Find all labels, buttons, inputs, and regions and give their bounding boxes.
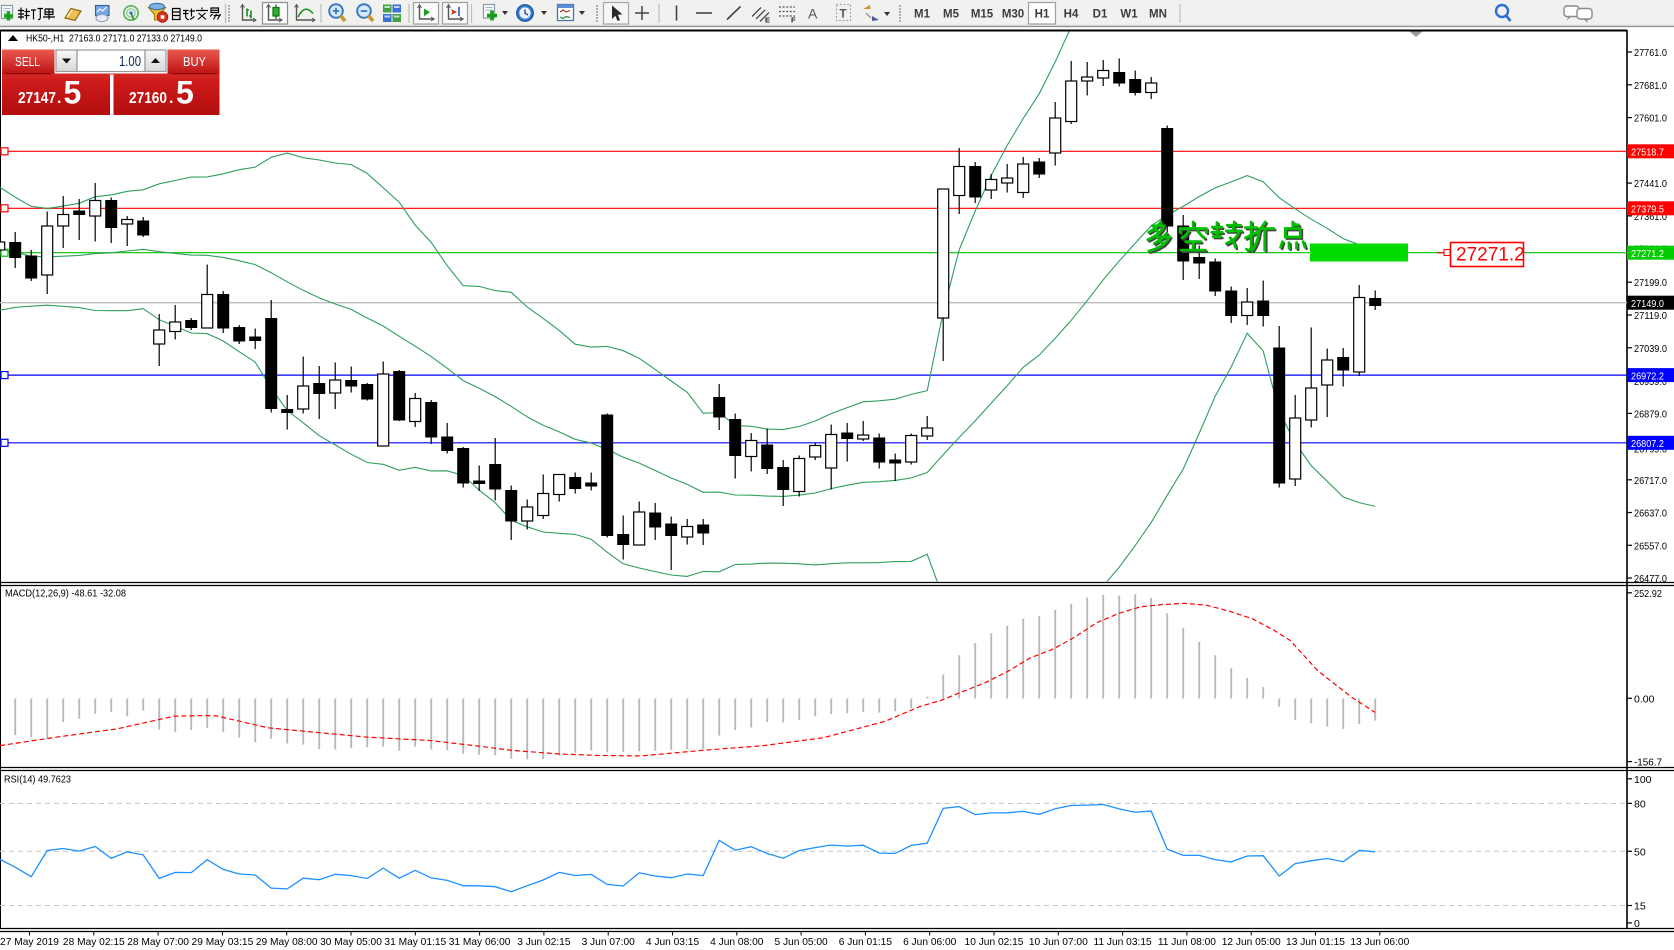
svg-text:E: E bbox=[765, 16, 770, 25]
svg-text:10 Jun 07:00: 10 Jun 07:00 bbox=[1029, 937, 1088, 948]
svg-text:27379.5: 27379.5 bbox=[1631, 204, 1664, 216]
svg-text:-156.7: -156.7 bbox=[1634, 757, 1662, 769]
svg-text:27441.0: 27441.0 bbox=[1634, 178, 1667, 190]
svg-text:100: 100 bbox=[1634, 774, 1652, 786]
svg-text:27149.0: 27149.0 bbox=[1631, 298, 1664, 310]
svg-text:10 Jun 02:15: 10 Jun 02:15 bbox=[965, 937, 1024, 948]
svg-text:29 May 03:15: 29 May 03:15 bbox=[192, 937, 254, 948]
svg-text:D1: D1 bbox=[1093, 9, 1108, 21]
svg-text:27271.2: 27271.2 bbox=[1456, 245, 1525, 266]
svg-text:27119.0: 27119.0 bbox=[1634, 310, 1667, 322]
svg-text:26637.0: 26637.0 bbox=[1634, 508, 1667, 520]
svg-text:1.00: 1.00 bbox=[119, 54, 141, 70]
svg-text:5: 5 bbox=[176, 75, 194, 111]
svg-text:RSI(14) 49.7623: RSI(14) 49.7623 bbox=[4, 774, 71, 786]
svg-text:T: T bbox=[840, 9, 847, 21]
svg-text:6 Jun 06:00: 6 Jun 06:00 bbox=[903, 937, 957, 948]
svg-text:H4: H4 bbox=[1064, 9, 1079, 21]
svg-text:6 Jun 01:15: 6 Jun 01:15 bbox=[839, 937, 893, 948]
svg-text:5: 5 bbox=[64, 75, 82, 111]
svg-text:252.92: 252.92 bbox=[1634, 588, 1662, 600]
svg-text:M5: M5 bbox=[943, 9, 960, 21]
svg-text:M15: M15 bbox=[971, 9, 994, 21]
svg-text:28 May 02:15: 28 May 02:15 bbox=[63, 937, 125, 948]
svg-text:15: 15 bbox=[1634, 901, 1646, 913]
svg-text:W1: W1 bbox=[1120, 9, 1138, 21]
svg-text:26477.0: 26477.0 bbox=[1634, 573, 1667, 585]
svg-text:11 Jun 03:15: 11 Jun 03:15 bbox=[1094, 937, 1152, 948]
svg-text:HK50-,H1 27163.0 27171.0 2713: HK50-,H1 27163.0 27171.0 27133.0 27149.0 bbox=[26, 33, 202, 45]
svg-text:M1: M1 bbox=[914, 9, 931, 21]
svg-text:30 May 05:00: 30 May 05:00 bbox=[320, 937, 382, 948]
svg-text:13 Jun 06:00: 13 Jun 06:00 bbox=[1350, 937, 1409, 948]
svg-text:27271.2: 27271.2 bbox=[1631, 248, 1664, 260]
svg-text:H1: H1 bbox=[1035, 9, 1050, 21]
svg-text:26879.0: 26879.0 bbox=[1634, 408, 1667, 420]
svg-text:11 Jun 08:00: 11 Jun 08:00 bbox=[1158, 937, 1216, 948]
svg-text:MN: MN bbox=[1149, 9, 1167, 21]
svg-text:27 May 2019: 27 May 2019 bbox=[0, 937, 59, 948]
svg-text:4 Jun 03:15: 4 Jun 03:15 bbox=[646, 937, 700, 948]
svg-text:31 May 06:00: 31 May 06:00 bbox=[449, 937, 511, 948]
svg-text:0: 0 bbox=[1634, 918, 1640, 930]
svg-text:26807.2: 26807.2 bbox=[1631, 438, 1664, 450]
svg-text:SELL: SELL bbox=[15, 54, 40, 69]
svg-text:F: F bbox=[791, 16, 796, 25]
svg-text:26972.2: 26972.2 bbox=[1631, 370, 1664, 382]
svg-text:29 May 08:00: 29 May 08:00 bbox=[256, 937, 318, 948]
svg-text:4 Jun 08:00: 4 Jun 08:00 bbox=[710, 937, 764, 948]
svg-text:27761.0: 27761.0 bbox=[1634, 47, 1667, 59]
svg-text:12 Jun 05:00: 12 Jun 05:00 bbox=[1222, 937, 1281, 948]
svg-text:3 Jun 07:00: 3 Jun 07:00 bbox=[582, 937, 636, 948]
svg-text:3 Jun 02:15: 3 Jun 02:15 bbox=[517, 937, 571, 948]
svg-text:27601.0: 27601.0 bbox=[1634, 113, 1667, 125]
svg-text:27681.0: 27681.0 bbox=[1634, 80, 1667, 92]
svg-text:50: 50 bbox=[1634, 846, 1646, 858]
svg-text:A: A bbox=[808, 6, 818, 22]
svg-text:27518.7: 27518.7 bbox=[1631, 147, 1664, 159]
svg-text:27160: 27160 bbox=[129, 90, 167, 107]
svg-text:31 May 01:15: 31 May 01:15 bbox=[384, 937, 446, 948]
svg-text:27199.0: 27199.0 bbox=[1634, 277, 1667, 289]
svg-text:0.00: 0.00 bbox=[1634, 693, 1655, 705]
svg-text:BUY: BUY bbox=[183, 54, 206, 69]
svg-text:27147: 27147 bbox=[18, 90, 56, 107]
svg-text:80: 80 bbox=[1634, 798, 1646, 810]
svg-text:MACD(12,26,9) -48.61 -32.08: MACD(12,26,9) -48.61 -32.08 bbox=[5, 588, 126, 600]
svg-text:28 May 07:00: 28 May 07:00 bbox=[127, 937, 189, 948]
svg-text:.: . bbox=[169, 90, 173, 107]
svg-text:26557.0: 26557.0 bbox=[1634, 540, 1667, 552]
svg-text:13 Jun 01:15: 13 Jun 01:15 bbox=[1286, 937, 1345, 948]
svg-text:26717.0: 26717.0 bbox=[1634, 475, 1667, 487]
svg-text:M30: M30 bbox=[1002, 9, 1024, 21]
svg-text:.: . bbox=[57, 90, 61, 107]
svg-text:5 Jun 05:00: 5 Jun 05:00 bbox=[774, 937, 828, 948]
svg-text:27039.0: 27039.0 bbox=[1634, 343, 1667, 355]
